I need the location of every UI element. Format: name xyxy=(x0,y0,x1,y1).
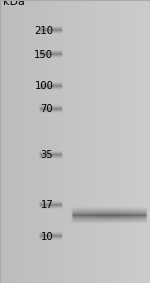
Text: 17: 17 xyxy=(40,200,53,211)
Text: kDa: kDa xyxy=(3,0,25,7)
Text: 10: 10 xyxy=(41,231,53,242)
Text: 35: 35 xyxy=(41,150,53,160)
Text: 150: 150 xyxy=(34,50,53,60)
Text: 70: 70 xyxy=(41,104,53,114)
Text: 100: 100 xyxy=(34,81,53,91)
Text: 210: 210 xyxy=(34,25,53,36)
